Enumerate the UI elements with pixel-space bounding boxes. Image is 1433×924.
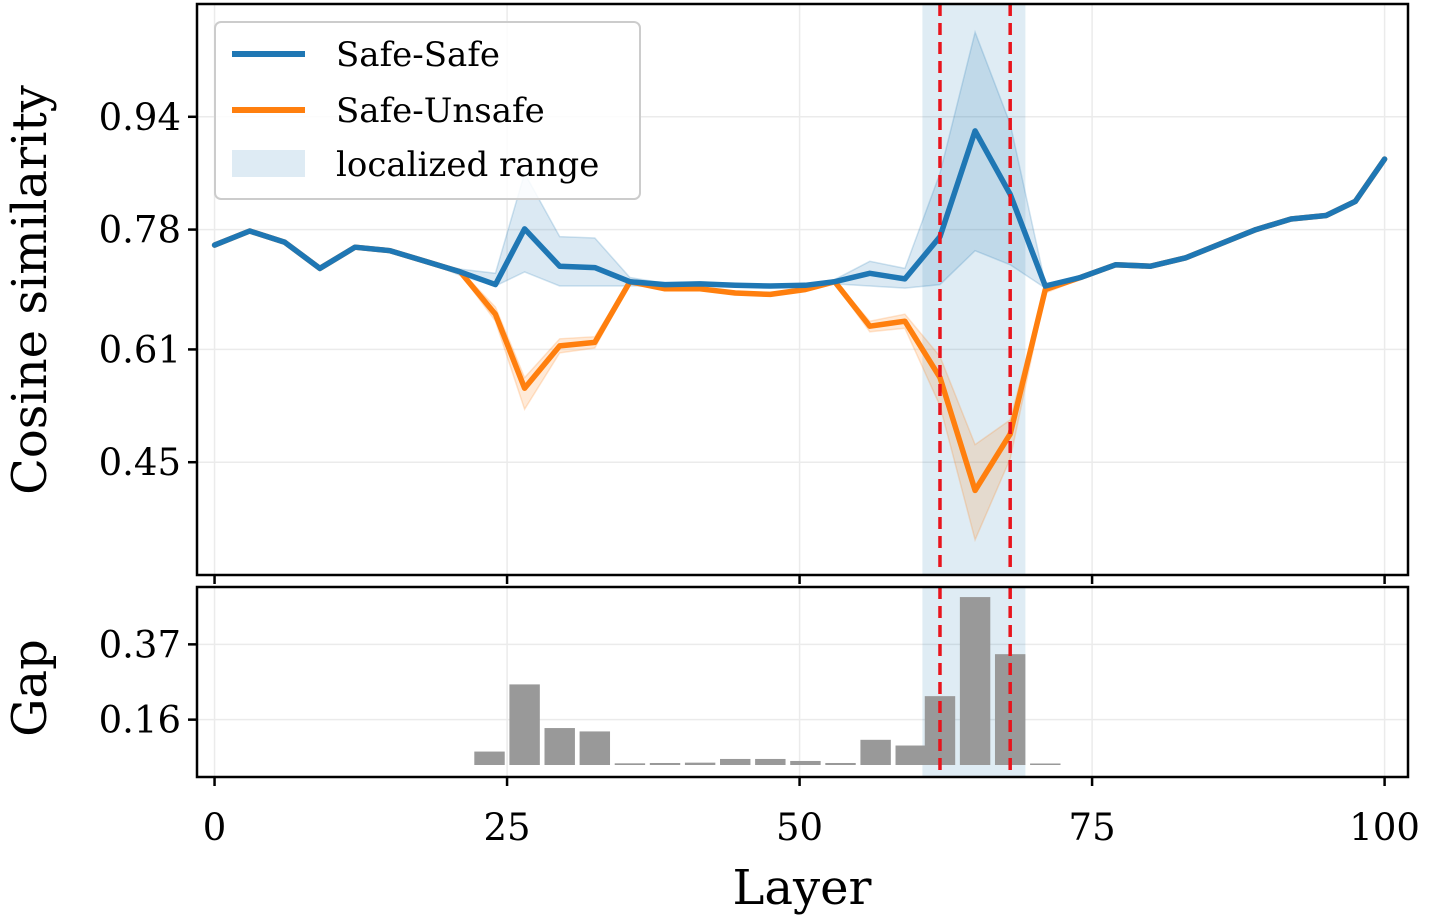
similarity-plot-frame xyxy=(195,2,1410,577)
gap-bar-11 xyxy=(860,739,891,765)
y-tick-label-1: 0.61 xyxy=(99,328,181,371)
similarity-axis-ticks: 0.45 0.61 0.78 0.94 xyxy=(99,96,1386,584)
legend: Safe-Safe Safe-Unsafe localized range xyxy=(214,21,641,200)
gap-bar-16 xyxy=(1030,763,1061,765)
range-marker-lines xyxy=(938,4,1012,575)
x-tick-label-1: 25 xyxy=(484,806,531,849)
y-tick-label-2: 0.78 xyxy=(99,209,181,252)
gap-bar-1 xyxy=(509,684,540,765)
x-tick-label-4: 100 xyxy=(1349,806,1420,849)
x-axis-title: Layer xyxy=(733,860,872,916)
gap-y-tick-label-1: 0.37 xyxy=(99,623,181,666)
gap-bar-5 xyxy=(649,762,681,765)
legend-label-safe-safe: Safe-Safe xyxy=(336,35,500,75)
gap-bar-6 xyxy=(684,762,716,765)
gap-bar-0 xyxy=(474,751,505,765)
y-tick-label-3: 0.94 xyxy=(99,96,181,139)
gap-bar-9 xyxy=(790,760,821,765)
gap-bar-7 xyxy=(720,758,751,765)
y-axis-title-similarity: Cosine similarity xyxy=(2,85,58,495)
gap-axis-ticks: 0.16 0.37 0 25 50 75 100 xyxy=(99,623,1420,849)
similarity-panel: 0.45 0.61 0.78 0.94 Cosine similarity Safe-… xyxy=(2,2,1410,584)
line-safe-safe xyxy=(211,128,1388,289)
similarity-lines xyxy=(211,128,1388,494)
range-marker-lines-gap xyxy=(938,587,1012,777)
gap-bar-2 xyxy=(544,728,575,765)
gap-grid xyxy=(197,587,1408,777)
gap-bar-10 xyxy=(825,762,856,765)
gap-bar-4 xyxy=(614,763,646,765)
gap-bar-14 xyxy=(959,597,991,765)
legend-label-localized-range: localized range xyxy=(336,145,599,185)
legend-label-safe-unsafe: Safe-Unsafe xyxy=(336,91,545,131)
y-tick-label-0: 0.45 xyxy=(99,441,181,484)
x-tick-label-0: 0 xyxy=(203,806,227,849)
gap-bars xyxy=(474,597,1061,765)
gap-panel: 0.16 0.37 0 25 50 75 100 Gap Layer xyxy=(2,585,1420,916)
gap-bar-8 xyxy=(755,758,786,765)
gap-plot-frame xyxy=(195,585,1410,779)
legend-swatch-localized-range xyxy=(232,150,305,177)
legend-box xyxy=(214,21,641,200)
x-tick-label-3: 75 xyxy=(1069,806,1116,849)
y-axis-title-gap: Gap xyxy=(2,639,58,737)
gap-bar-3 xyxy=(579,731,611,765)
gap-y-tick-label-0: 0.16 xyxy=(99,699,181,742)
gap-bar-12 xyxy=(895,745,926,765)
x-tick-label-2: 50 xyxy=(776,806,823,849)
